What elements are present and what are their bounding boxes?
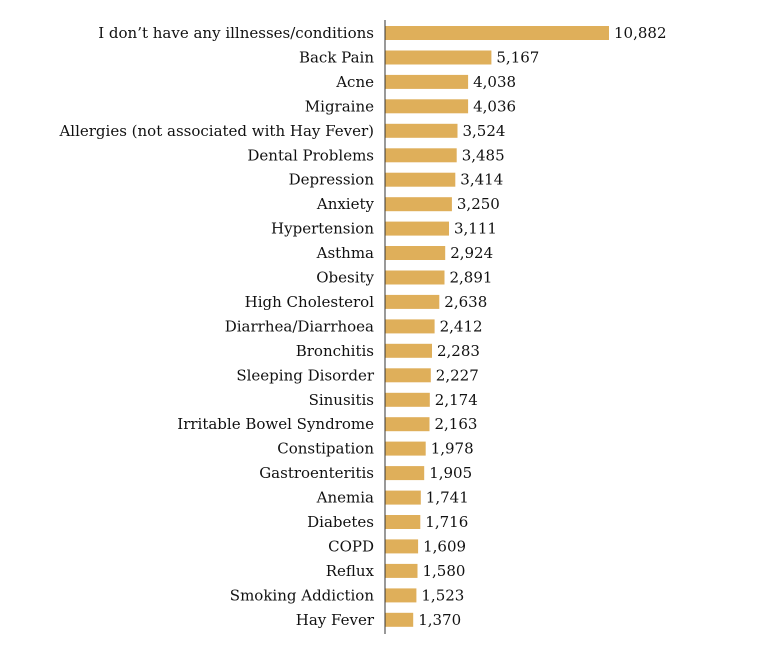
bar	[385, 466, 425, 481]
value-label: 1,716	[425, 513, 468, 531]
value-label: 1,905	[429, 464, 472, 482]
value-label: 1,370	[418, 611, 461, 629]
bar	[385, 490, 421, 505]
category-label: Sinusitis	[309, 391, 374, 409]
value-label: 5,167	[496, 49, 539, 67]
value-label: 1,978	[431, 440, 474, 458]
bar	[385, 26, 609, 40]
category-label: Diarrhea/Diarrhoea	[225, 317, 374, 335]
value-label: 1,741	[426, 489, 469, 507]
bar	[385, 246, 446, 260]
category-label: COPD	[328, 537, 374, 555]
category-label: Gastroenteritis	[259, 464, 374, 482]
category-label: Acne	[335, 73, 374, 91]
value-label: 2,638	[444, 293, 487, 311]
bar	[385, 441, 426, 456]
value-label: 2,412	[440, 317, 483, 335]
value-label: 2,174	[435, 391, 478, 409]
bar	[385, 197, 452, 212]
value-label: 2,924	[450, 244, 493, 262]
bar	[385, 563, 418, 578]
value-label: 3,111	[454, 220, 497, 238]
category-label: Migraine	[305, 97, 374, 115]
category-label: Hypertension	[271, 220, 374, 238]
bar	[385, 392, 430, 407]
category-label: High Cholesterol	[245, 293, 375, 311]
bar	[385, 123, 458, 138]
category-label: Smoking Addiction	[230, 586, 375, 604]
value-label: 4,038	[473, 73, 516, 91]
category-label: Anemia	[316, 489, 374, 507]
category-label: Diabetes	[307, 513, 374, 531]
bars-group	[385, 26, 609, 627]
value-label: 4,036	[473, 97, 516, 115]
value-label: 1,609	[423, 537, 466, 555]
value-label: 3,524	[463, 122, 506, 140]
value-label: 3,414	[460, 171, 503, 189]
category-labels-group: I don’t have any illnesses/conditions Bac…	[58, 24, 374, 629]
value-labels-group: 10,882 5,167 4,038 4,036 3,524 3,485 3,414 3,25…	[418, 24, 666, 629]
bar	[385, 343, 432, 358]
value-label: 1,523	[421, 586, 464, 604]
bar	[385, 588, 417, 603]
category-label: Hay Fever	[296, 611, 375, 629]
bar	[385, 612, 414, 627]
category-label: Back Pain	[299, 49, 374, 67]
category-label: Anxiety	[316, 195, 375, 213]
category-label: Depression	[289, 171, 375, 189]
bar	[385, 417, 430, 432]
bar	[385, 368, 431, 383]
bar	[385, 50, 492, 65]
category-label: Sleeping Disorder	[236, 366, 374, 384]
category-label: Reflux	[326, 562, 375, 580]
category-label: Asthma	[316, 244, 374, 262]
bar	[385, 99, 469, 114]
value-label: 2,283	[437, 342, 480, 360]
value-label: 2,163	[435, 415, 478, 433]
value-label: 1,580	[423, 562, 466, 580]
value-label: 2,891	[450, 269, 493, 287]
value-label: 3,250	[457, 195, 500, 213]
bar	[385, 539, 419, 554]
category-label: Obesity	[316, 269, 374, 287]
value-label: 2,227	[436, 366, 479, 384]
bar	[385, 270, 445, 285]
bar	[385, 294, 440, 309]
bar	[385, 172, 456, 187]
value-label: 3,485	[462, 146, 505, 164]
category-label: Bronchitis	[296, 342, 374, 360]
bar	[385, 515, 421, 529]
category-label: Allergies (not associated with Hay Fever…	[58, 122, 374, 140]
bar	[385, 221, 449, 236]
bar	[385, 319, 435, 334]
bar	[385, 74, 469, 89]
value-label: 10,882	[614, 24, 667, 42]
category-label: Irritable Bowel Syndrome	[177, 415, 374, 433]
bar	[385, 148, 457, 163]
category-label: I don’t have any illnesses/conditions	[98, 24, 374, 42]
category-label: Constipation	[277, 440, 374, 458]
category-label: Dental Problems	[247, 146, 374, 164]
